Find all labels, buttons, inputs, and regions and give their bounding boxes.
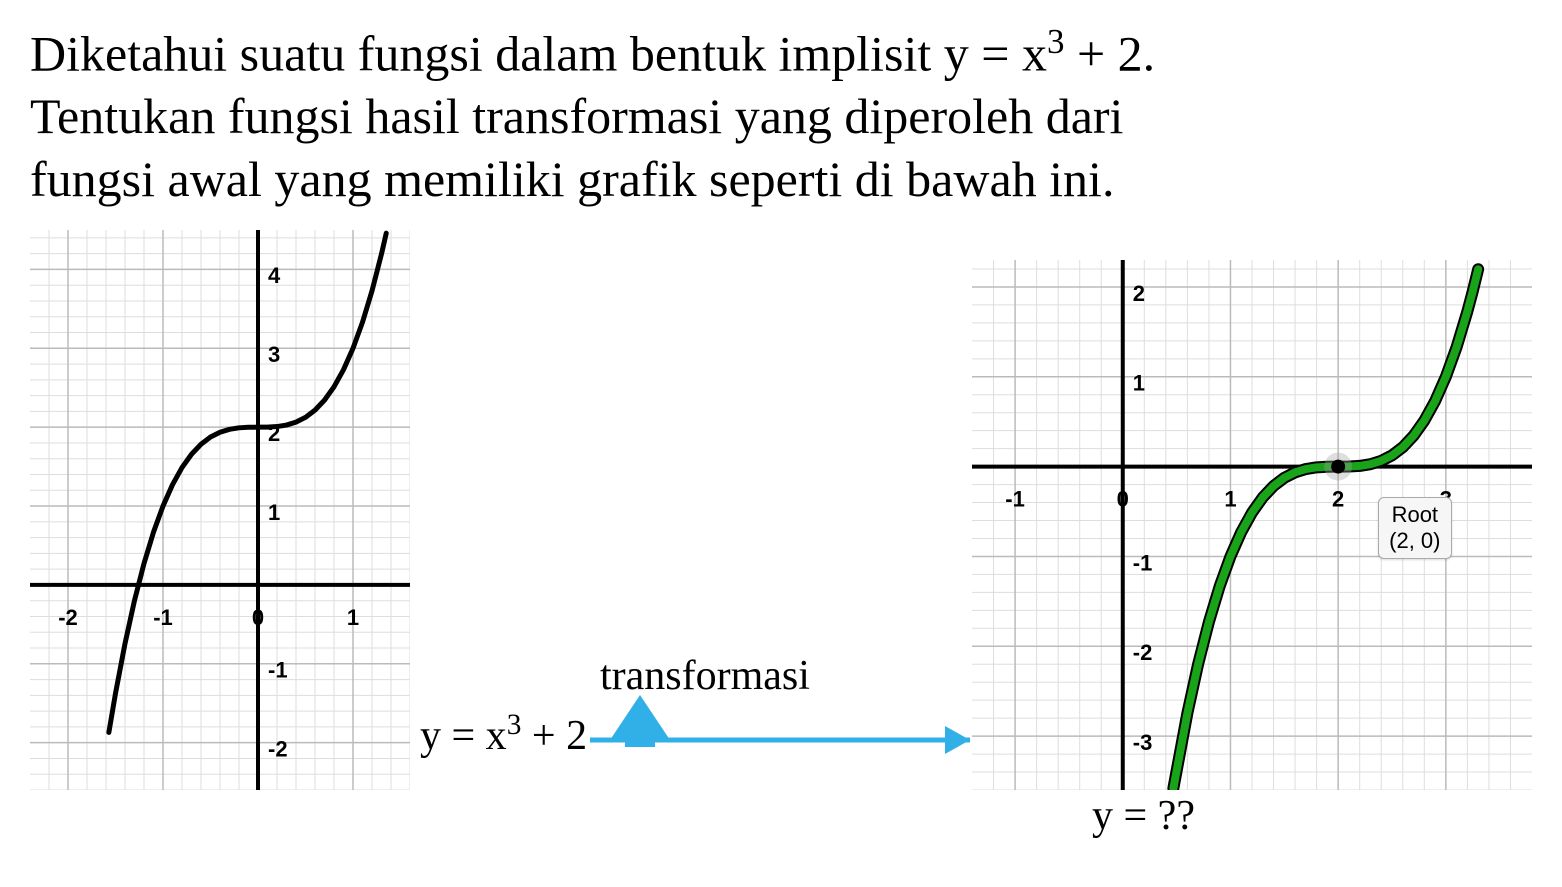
svg-text:-2: -2: [1133, 640, 1153, 665]
svg-text:-3: -3: [1133, 730, 1153, 755]
problem-line1-post: + 2.: [1064, 26, 1155, 82]
problem-line1-exp: 3: [1047, 22, 1065, 61]
svg-text:1: 1: [268, 500, 280, 525]
svg-text:2: 2: [1133, 281, 1145, 306]
problem-line2: Tentukan fungsi hasil transformasi yang …: [30, 88, 1123, 144]
eq-left-pre: y = x: [420, 713, 507, 759]
svg-text:-1: -1: [268, 658, 288, 683]
right-graph: -10123-3-2-112 Root (2, 0) y = ??: [972, 260, 1532, 790]
left-graph: -2-101-2-11234: [30, 230, 410, 790]
eq-left-post: + 2: [521, 713, 587, 759]
svg-text:0: 0: [1117, 487, 1129, 512]
svg-text:3: 3: [268, 342, 280, 367]
diagram-row: -2 -1 0 1 -2 -1 1 2 3 4 transformasi y = x3 + 2 -…: [30, 230, 1532, 790]
svg-text:1: 1: [347, 605, 359, 630]
svg-text:1: 1: [1224, 487, 1236, 512]
equation-left: y = x3 + 2: [420, 709, 587, 760]
root-coords: (2, 0): [1389, 528, 1440, 554]
problem-line3: fungsi awal yang memiliki grafik seperti…: [30, 151, 1114, 207]
svg-text:-1: -1: [1005, 487, 1025, 512]
eq-left-exp: 3: [507, 709, 522, 741]
svg-text:0: 0: [252, 605, 264, 630]
equation-right: y = ??: [1092, 792, 1195, 840]
problem-statement: Diketahui suatu fungsi dalam bentuk impl…: [30, 20, 1532, 210]
svg-text:1: 1: [1133, 371, 1145, 396]
svg-text:-2: -2: [268, 737, 288, 762]
svg-text:-1: -1: [1133, 550, 1153, 575]
arrow-area: transformasi y = x3 + 2: [420, 230, 962, 790]
svg-text:-1: -1: [153, 605, 173, 630]
arrow-svg: [590, 680, 990, 760]
problem-line1-pre: Diketahui suatu fungsi dalam bentuk impl…: [30, 26, 1047, 82]
svg-text:-2: -2: [58, 605, 78, 630]
left-graph-svg: -2-101-2-11234: [30, 230, 410, 790]
root-title: Root: [1389, 502, 1440, 528]
svg-text:2: 2: [1332, 487, 1344, 512]
root-tooltip: Root (2, 0): [1378, 497, 1451, 559]
svg-text:4: 4: [268, 263, 281, 288]
